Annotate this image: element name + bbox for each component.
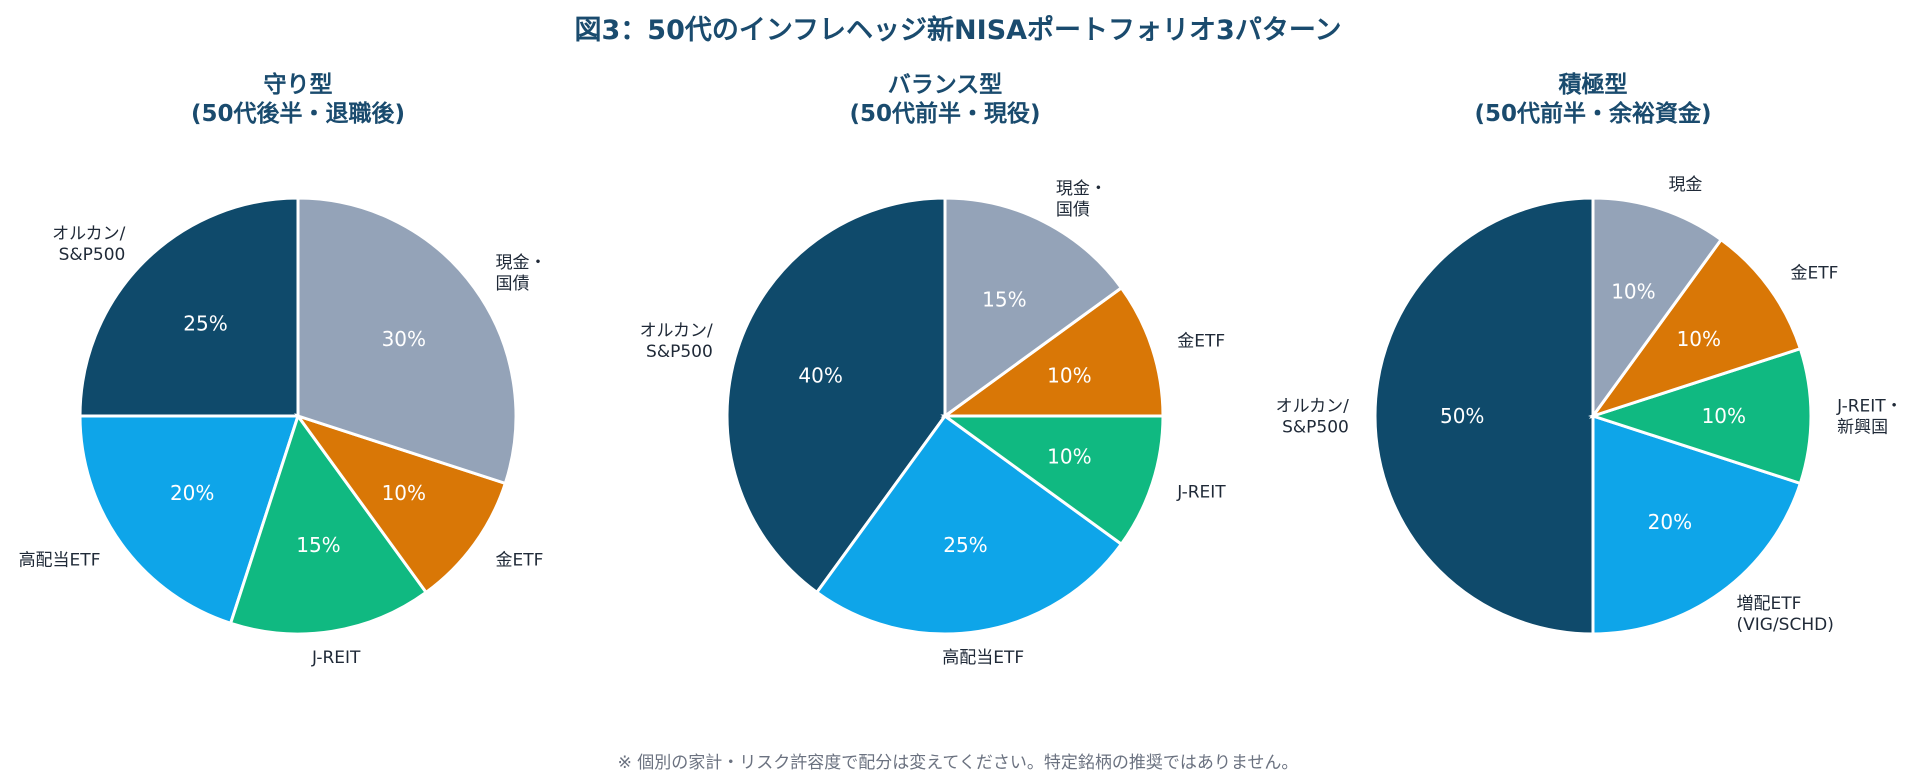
percent-label: 10%: [1702, 404, 1746, 428]
slice-label: オルカン/S&P500: [1276, 397, 1349, 438]
chart-title: 守り型(50代後半・退職後): [191, 71, 405, 127]
slice-label: オルカン/S&P500: [640, 321, 713, 362]
pie-slice: [1373, 196, 1595, 636]
slice-label-line: 高配当ETF: [19, 551, 101, 571]
slice-label-line: オルカン/: [52, 224, 125, 244]
chart-title-line: バランス型: [888, 72, 1003, 98]
slice-label: 現金: [1668, 175, 1702, 195]
slice-label: 高配当ETF: [942, 648, 1024, 668]
chart-title-line: (50代前半・現役): [849, 100, 1040, 127]
percent-label: 15%: [296, 533, 340, 557]
slice-label-line: S&P500: [1282, 418, 1349, 438]
slice-label-line: 金ETF: [1791, 263, 1839, 283]
slice-label-line: 現金・: [1056, 179, 1107, 199]
pie-slice: [228, 412, 429, 636]
pie-slice: [1591, 413, 1803, 636]
pie-slice: [1589, 237, 1803, 419]
chart-title-line: (50代後半・退職後): [191, 100, 405, 127]
slice-label-line: 国債: [496, 274, 530, 294]
pie-slice: [78, 414, 301, 626]
slice-label: 増配ETF (VIG/SCHD): [1737, 594, 1834, 635]
slice-label: 現金・国債: [496, 253, 547, 294]
slice-label: J-REIT: [311, 648, 361, 668]
pie-slice: [814, 413, 1124, 636]
slice-label: オルカン/S&P500: [52, 224, 125, 265]
percent-label: 50%: [1440, 404, 1484, 428]
disclaimer-note: ※ 個別の家計・リスク許容度で配分は変えてください。特定銘柄の推奨ではありません…: [617, 753, 1299, 773]
slice-label: 高配当ETF: [19, 551, 101, 571]
chart-title-line: 積極型: [1559, 71, 1628, 98]
percent-label: 10%: [1677, 327, 1721, 351]
percent-label: 10%: [382, 481, 426, 505]
slice-label: J-REIT: [1176, 482, 1226, 502]
slice-label-line: S&P500: [59, 245, 126, 265]
slice-label: J-REIT・新興国: [1836, 397, 1903, 438]
pie-slice: [296, 196, 518, 486]
slice-label-line: J-REIT・: [1836, 397, 1903, 417]
slice-label: 金ETF: [496, 551, 544, 571]
slice-label-line: 高配当ETF: [942, 648, 1024, 668]
main-title: 図3：50代のインフレヘッジ新NISAポートフォリオ3パターン: [574, 15, 1342, 46]
pie-slice: [1588, 346, 1813, 486]
slice-label-line: 国債: [1056, 200, 1090, 220]
slice-label-line: (VIG/SCHD): [1737, 615, 1834, 635]
chart-title: バランス型(50代前半・現役): [849, 72, 1040, 127]
pie-slice: [943, 196, 1124, 419]
slice-label-line: 新興国: [1837, 418, 1888, 438]
pie-slice: [294, 413, 508, 595]
slice-label: 金ETF: [1791, 263, 1839, 283]
percent-label: 40%: [798, 364, 842, 388]
slice-label-line: 金ETF: [496, 551, 544, 571]
pie-slice: [1591, 196, 1724, 421]
pie-slice: [940, 414, 1165, 547]
slice-label-line: 現金・: [496, 253, 547, 273]
chart-title-line: (50代前半・余裕資金): [1474, 100, 1711, 127]
pie-chart-1: 守り型(50代後半・退職後) 25% オルカン/S&P500 20% 高配当ETF 15%…: [19, 71, 547, 668]
chart-title: 積極型(50代前半・余裕資金): [1474, 71, 1711, 127]
percent-label: 20%: [170, 481, 214, 505]
slice-label-line: S&P500: [646, 342, 713, 362]
chart-title-line: 守り型: [264, 71, 333, 98]
percent-label: 10%: [1611, 280, 1655, 304]
percent-label: 20%: [1648, 510, 1692, 534]
pie-chart-3: 積極型(50代前半・余裕資金) 50% オルカン/S&P500 20% 増配ETF (VI…: [1276, 71, 1903, 636]
percent-label: 30%: [382, 327, 426, 351]
slice-label-line: J-REIT: [311, 648, 361, 668]
pie-slice: [940, 285, 1165, 418]
slice-label-line: 現金: [1668, 175, 1702, 195]
percent-label: 10%: [1047, 364, 1091, 388]
slice-label-line: オルカン/: [640, 321, 713, 341]
slice-label-line: 増配ETF: [1737, 594, 1802, 614]
percent-label: 15%: [982, 287, 1026, 311]
percent-label: 25%: [943, 533, 987, 557]
slice-label-line: 金ETF: [1177, 332, 1225, 352]
slice-label-line: オルカン/: [1276, 397, 1349, 417]
pie-slice: [78, 196, 300, 418]
slice-label-line: J-REIT: [1176, 482, 1226, 502]
pie-chart-2: バランス型(50代前半・現役) 40% オルカン/S&P500 25% 高配当ETF 10…: [640, 72, 1227, 668]
slice-label: 金ETF: [1177, 332, 1225, 352]
slice-label: 現金・国債: [1056, 179, 1107, 220]
percent-label: 25%: [183, 312, 227, 336]
percent-label: 10%: [1047, 444, 1091, 468]
pie-slice: [725, 196, 947, 595]
